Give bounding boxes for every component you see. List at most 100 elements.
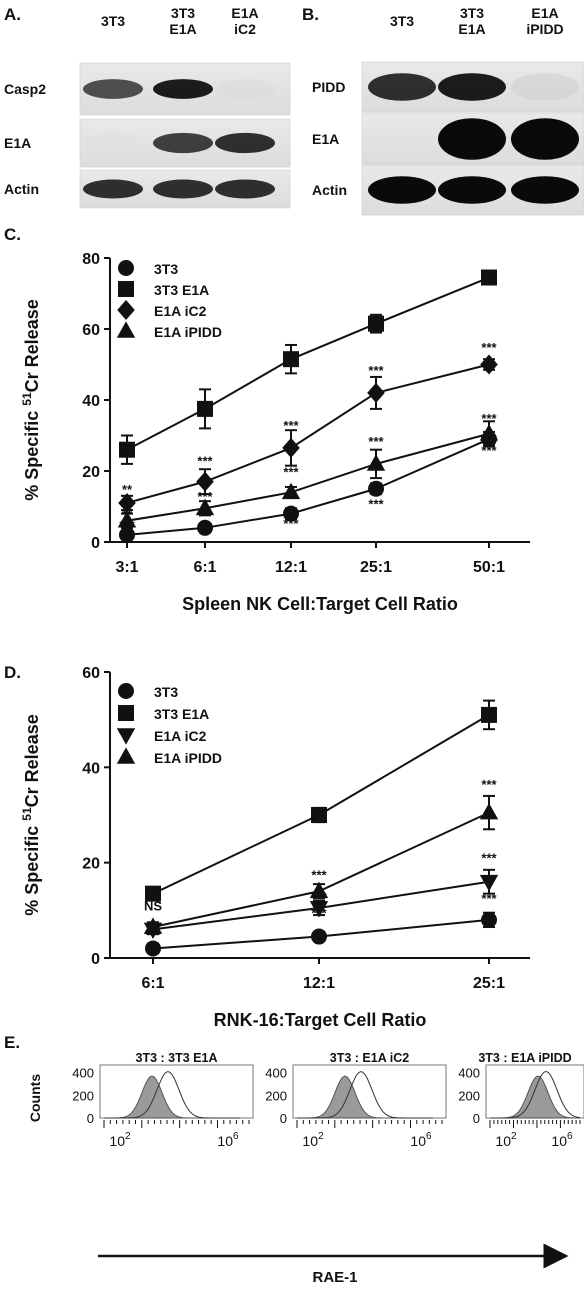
flow-x-tick-base: 10 xyxy=(495,1133,511,1149)
histogram-open xyxy=(297,1071,433,1119)
significance-label: *** xyxy=(283,464,299,479)
marker-triangle-up xyxy=(195,498,215,516)
y-tick-label: 40 xyxy=(82,393,100,410)
flow-x-tick-label: 106 xyxy=(217,1131,239,1149)
lane-label: 3T3 xyxy=(390,13,414,29)
marker-triangle-up xyxy=(143,917,163,934)
blot-band xyxy=(438,73,506,101)
y-axis-label-sup: 51 xyxy=(20,807,34,821)
significance-label: ** xyxy=(122,507,133,522)
significance-label: *** xyxy=(311,867,327,882)
blot-row-label: Actin xyxy=(312,182,347,198)
significance-label: *** xyxy=(481,340,497,355)
marker-circle xyxy=(283,505,299,522)
lane-label: iPIDD xyxy=(526,21,563,37)
blot-band xyxy=(511,73,579,101)
x-tick-label: 25:1 xyxy=(360,559,392,576)
flow-y-tick-label: 0 xyxy=(280,1111,287,1126)
flow-y-tick-label: 200 xyxy=(265,1088,287,1103)
legend-label: E1A iC2 xyxy=(154,728,207,744)
flow-panel-title: 3T3 : 3T3 E1A xyxy=(136,1051,218,1065)
significance-label: ** xyxy=(122,482,133,497)
histogram-open xyxy=(104,1071,240,1119)
marker-circle xyxy=(197,519,213,536)
flow-x-tick-label: 102 xyxy=(495,1131,517,1149)
flow-y-tick-label: 200 xyxy=(458,1088,480,1103)
blot-row-label: Actin xyxy=(4,181,39,197)
x-tick-label: 6:1 xyxy=(193,559,216,576)
blot-band xyxy=(83,179,143,199)
marker-triangle-up xyxy=(116,747,136,764)
flow-x-tick-exp: 6 xyxy=(567,1131,573,1142)
marker-square xyxy=(119,441,135,458)
flow-panel-title: 3T3 : E1A iC2 xyxy=(330,1051,409,1065)
marker-diamond xyxy=(196,471,214,492)
blot-band xyxy=(368,73,436,101)
histogram-open xyxy=(490,1071,581,1119)
chart-d: 0 20 40 60 6:1 12:1 25:1 RNK-16:Target Cell Rat… xyxy=(20,665,530,1030)
panel-letter-b: B. xyxy=(302,5,319,24)
marker-square xyxy=(145,885,161,902)
blot-band xyxy=(438,118,506,160)
x-tick-label: 50:1 xyxy=(473,559,505,576)
flow-x-tick-label: 102 xyxy=(302,1131,324,1149)
x-tick-label: 25:1 xyxy=(473,975,505,992)
x-tick-label: 12:1 xyxy=(275,559,307,576)
marker-square xyxy=(197,400,213,417)
marker-triangle-down xyxy=(116,728,136,745)
marker-triangle-up xyxy=(366,454,386,471)
y-tick-label: 60 xyxy=(82,322,100,339)
blot-band xyxy=(511,118,579,160)
lane-label: 3T3 xyxy=(171,5,195,21)
y-tick-label: 0 xyxy=(91,535,100,552)
y-axis-label-post: Cr Release xyxy=(22,299,42,392)
y-tick-label: 0 xyxy=(91,951,100,968)
panel-letter-a: A. xyxy=(4,5,21,24)
blot-band xyxy=(368,176,436,204)
flow-x-tick-exp: 2 xyxy=(125,1131,131,1142)
y-axis-label: % Specific 51Cr Release xyxy=(20,299,42,500)
significance-label: *** xyxy=(481,443,497,458)
flow-y-tick-label: 0 xyxy=(87,1111,94,1126)
marker-circle xyxy=(481,911,497,928)
panel-letter-e: E. xyxy=(4,1033,20,1052)
histogram-shaded xyxy=(104,1075,240,1119)
blot-band xyxy=(215,179,275,199)
panel-letter-c: C. xyxy=(4,225,21,244)
y-axis-label: % Specific 51Cr Release xyxy=(20,714,42,915)
flow-y-tick-label: 400 xyxy=(72,1066,94,1081)
blot-band xyxy=(153,132,213,154)
legend-label: 3T3 E1A xyxy=(154,706,209,722)
legend-label: E1A iPIDD xyxy=(154,750,222,766)
marker-square xyxy=(118,705,134,721)
blot-row-label: Casp2 xyxy=(4,81,46,97)
marker-triangle-up xyxy=(281,482,301,500)
flow-panel-title: 3T3 : E1A iPIDD xyxy=(478,1051,571,1065)
y-axis-label-post: Cr Release xyxy=(22,714,42,807)
blot-band xyxy=(511,176,579,204)
significance-label: *** xyxy=(197,521,213,536)
significance-label: *** xyxy=(145,927,161,942)
flow-y-tick-label: 400 xyxy=(458,1066,480,1081)
flow-x-tick-exp: 6 xyxy=(233,1131,239,1142)
legend-label: E1A iPIDD xyxy=(154,324,222,340)
blot-row-label: E1A xyxy=(4,135,31,151)
significance-label: *** xyxy=(311,905,327,920)
significance-label: *** xyxy=(311,889,327,904)
panel-letter-d: D. xyxy=(4,663,21,682)
marker-square xyxy=(118,281,134,297)
lane-label: E1A xyxy=(458,21,485,37)
lane-label: E1A xyxy=(231,5,258,21)
legend-label: 3T3 xyxy=(154,261,178,277)
y-tick-label: 80 xyxy=(82,251,100,268)
marker-square xyxy=(481,269,497,286)
marker-triangle-up xyxy=(116,321,136,338)
marker-square xyxy=(481,706,497,723)
blot-row-label: E1A xyxy=(312,131,339,147)
significance-label: *** xyxy=(368,363,384,378)
flow-x-tick-base: 10 xyxy=(109,1133,125,1149)
blot-band xyxy=(215,79,275,99)
y-axis-label-pre: % Specific xyxy=(22,821,42,916)
flow-x-tick-base: 10 xyxy=(551,1133,567,1149)
